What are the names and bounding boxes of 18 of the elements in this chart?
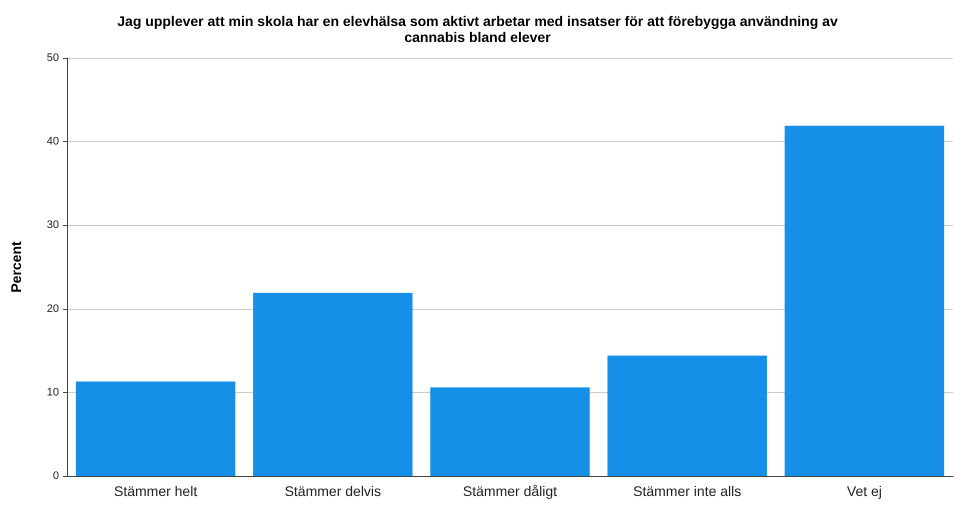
y-tick-label: 40 [46,136,59,148]
y-axis-title: Percent [8,240,24,293]
y-tick-label: 0 [52,470,59,482]
y-tick-label: 10 [46,386,59,398]
bar [76,382,236,476]
x-tick-label: Stämmer delvis [284,483,382,499]
x-tick-label: Stämmer inte alls [633,483,742,499]
bar [430,387,590,476]
bar [784,126,944,476]
bar [253,292,413,476]
x-tick-label: Vet ej [846,483,882,499]
y-tick-label: 20 [46,302,59,315]
x-tick-label: Stämmer dåligt [462,483,558,499]
y-tick-label: 30 [46,219,59,232]
y-tick-label: 50 [46,52,59,64]
chart-title: Jag upplever att min skola har en elevhälsa som aktivt arbetar med insatser för att förebygga användning av cannabis bland elever [117,13,838,45]
x-tick-label: Stämmer helt [114,483,198,499]
bar [607,356,767,476]
